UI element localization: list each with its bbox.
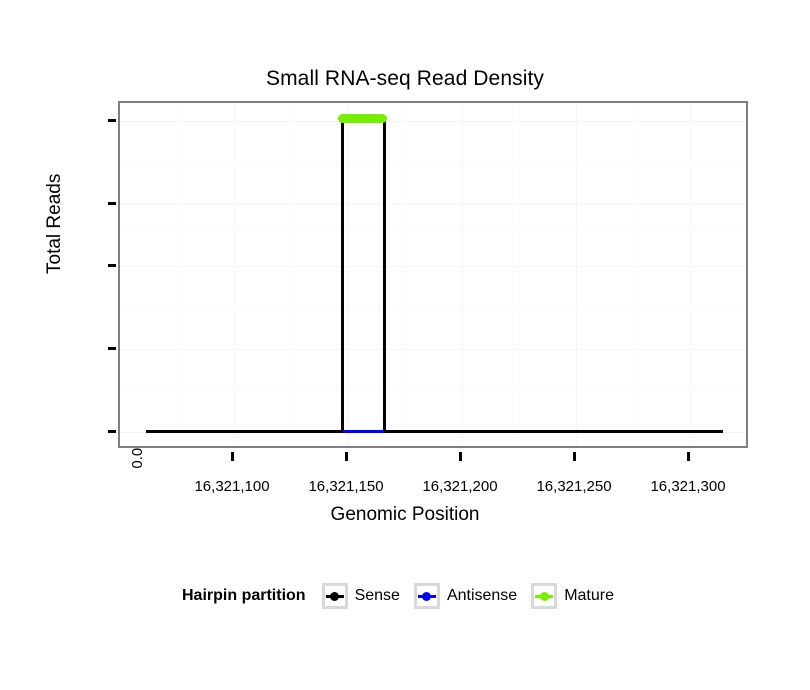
legend-key-dot-mature [539,591,549,601]
y-tick-mark-0 [108,430,116,433]
y-tick-label-3: 0.75 [94,196,146,240]
grid-line-h-major [120,204,746,205]
x-tick-mark-2 [459,452,462,461]
y-tick-label-0: 0.00 [94,424,146,468]
grid-line-v-minor [405,103,406,446]
grid-line-h-minor [120,391,746,392]
grid-line-v-major [690,103,691,446]
grid-line-v-major [234,103,235,446]
legend-key-sense [321,583,348,609]
legend-key-dot-sense [330,591,340,601]
grid-line-h-minor [120,225,746,226]
legend-label-mature: Mature [564,587,614,604]
legend-key-mature [531,583,558,609]
legend: Hairpin partition Sense Antisense Mature [0,583,810,609]
x-tick-label-1: 16,321,150 [308,478,384,495]
sense-riser-right [383,121,386,433]
x-tick-mark-3 [573,452,576,461]
x-tick-label-0: 16,321,100 [194,478,270,495]
legend-item-mature[interactable]: Mature [531,583,614,609]
x-tick-mark-1 [345,452,348,461]
grid-line-v-minor [177,103,178,446]
grid-line-v-minor [633,103,634,446]
x-tick-label-4: 16,321,300 [650,478,726,495]
y-tick-mark-4 [108,119,116,122]
legend-title: Hairpin partition [182,587,306,604]
x-tick-mark-4 [687,452,690,461]
sense-baseline-left [146,430,343,433]
grid-line-h-major [120,121,746,122]
legend-item-antisense[interactable]: Antisense [413,583,518,609]
legend-key-dot-antisense [422,591,432,601]
legend-item-sense[interactable]: Sense [321,583,400,609]
sense-baseline-right [383,430,723,433]
grid-line-h-minor [120,162,746,163]
legend-key-antisense [413,583,440,609]
x-tick-label-3: 16,321,250 [536,478,612,495]
chart-title: Small RNA-seq Read Density [265,67,545,90]
grid-line-h-major [120,349,746,350]
y-tick-mark-2 [108,264,116,267]
grid-line-h-minor [120,308,746,309]
x-tick-mark-0 [231,452,234,461]
grid-line-v-minor [291,103,292,446]
grid-line-v-major [576,103,577,446]
sense-riser-left [341,121,344,433]
mature-segment [338,114,387,123]
grid-line-v-minor [519,103,520,446]
y-tick-mark-1 [108,347,116,350]
grid-line-h-major [120,266,746,267]
x-axis-title: Genomic Position [330,504,480,525]
legend-label-sense: Sense [354,587,400,604]
grid-line-v-major [462,103,463,446]
x-tick-label-2: 16,321,200 [422,478,498,495]
y-tick-label-2: 0.50 [94,258,146,302]
plot-panel [118,101,748,448]
legend-label-antisense: Antisense [446,587,518,604]
y-tick-label-4: 1.00 [94,113,146,157]
y-tick-label-1: 0.25 [94,341,146,385]
grid-line-v-minor [747,103,748,446]
grid-line-v-major [348,103,349,446]
antisense-segment [343,430,384,433]
y-axis-title: Total Reads [44,173,65,274]
y-tick-mark-3 [108,202,116,205]
